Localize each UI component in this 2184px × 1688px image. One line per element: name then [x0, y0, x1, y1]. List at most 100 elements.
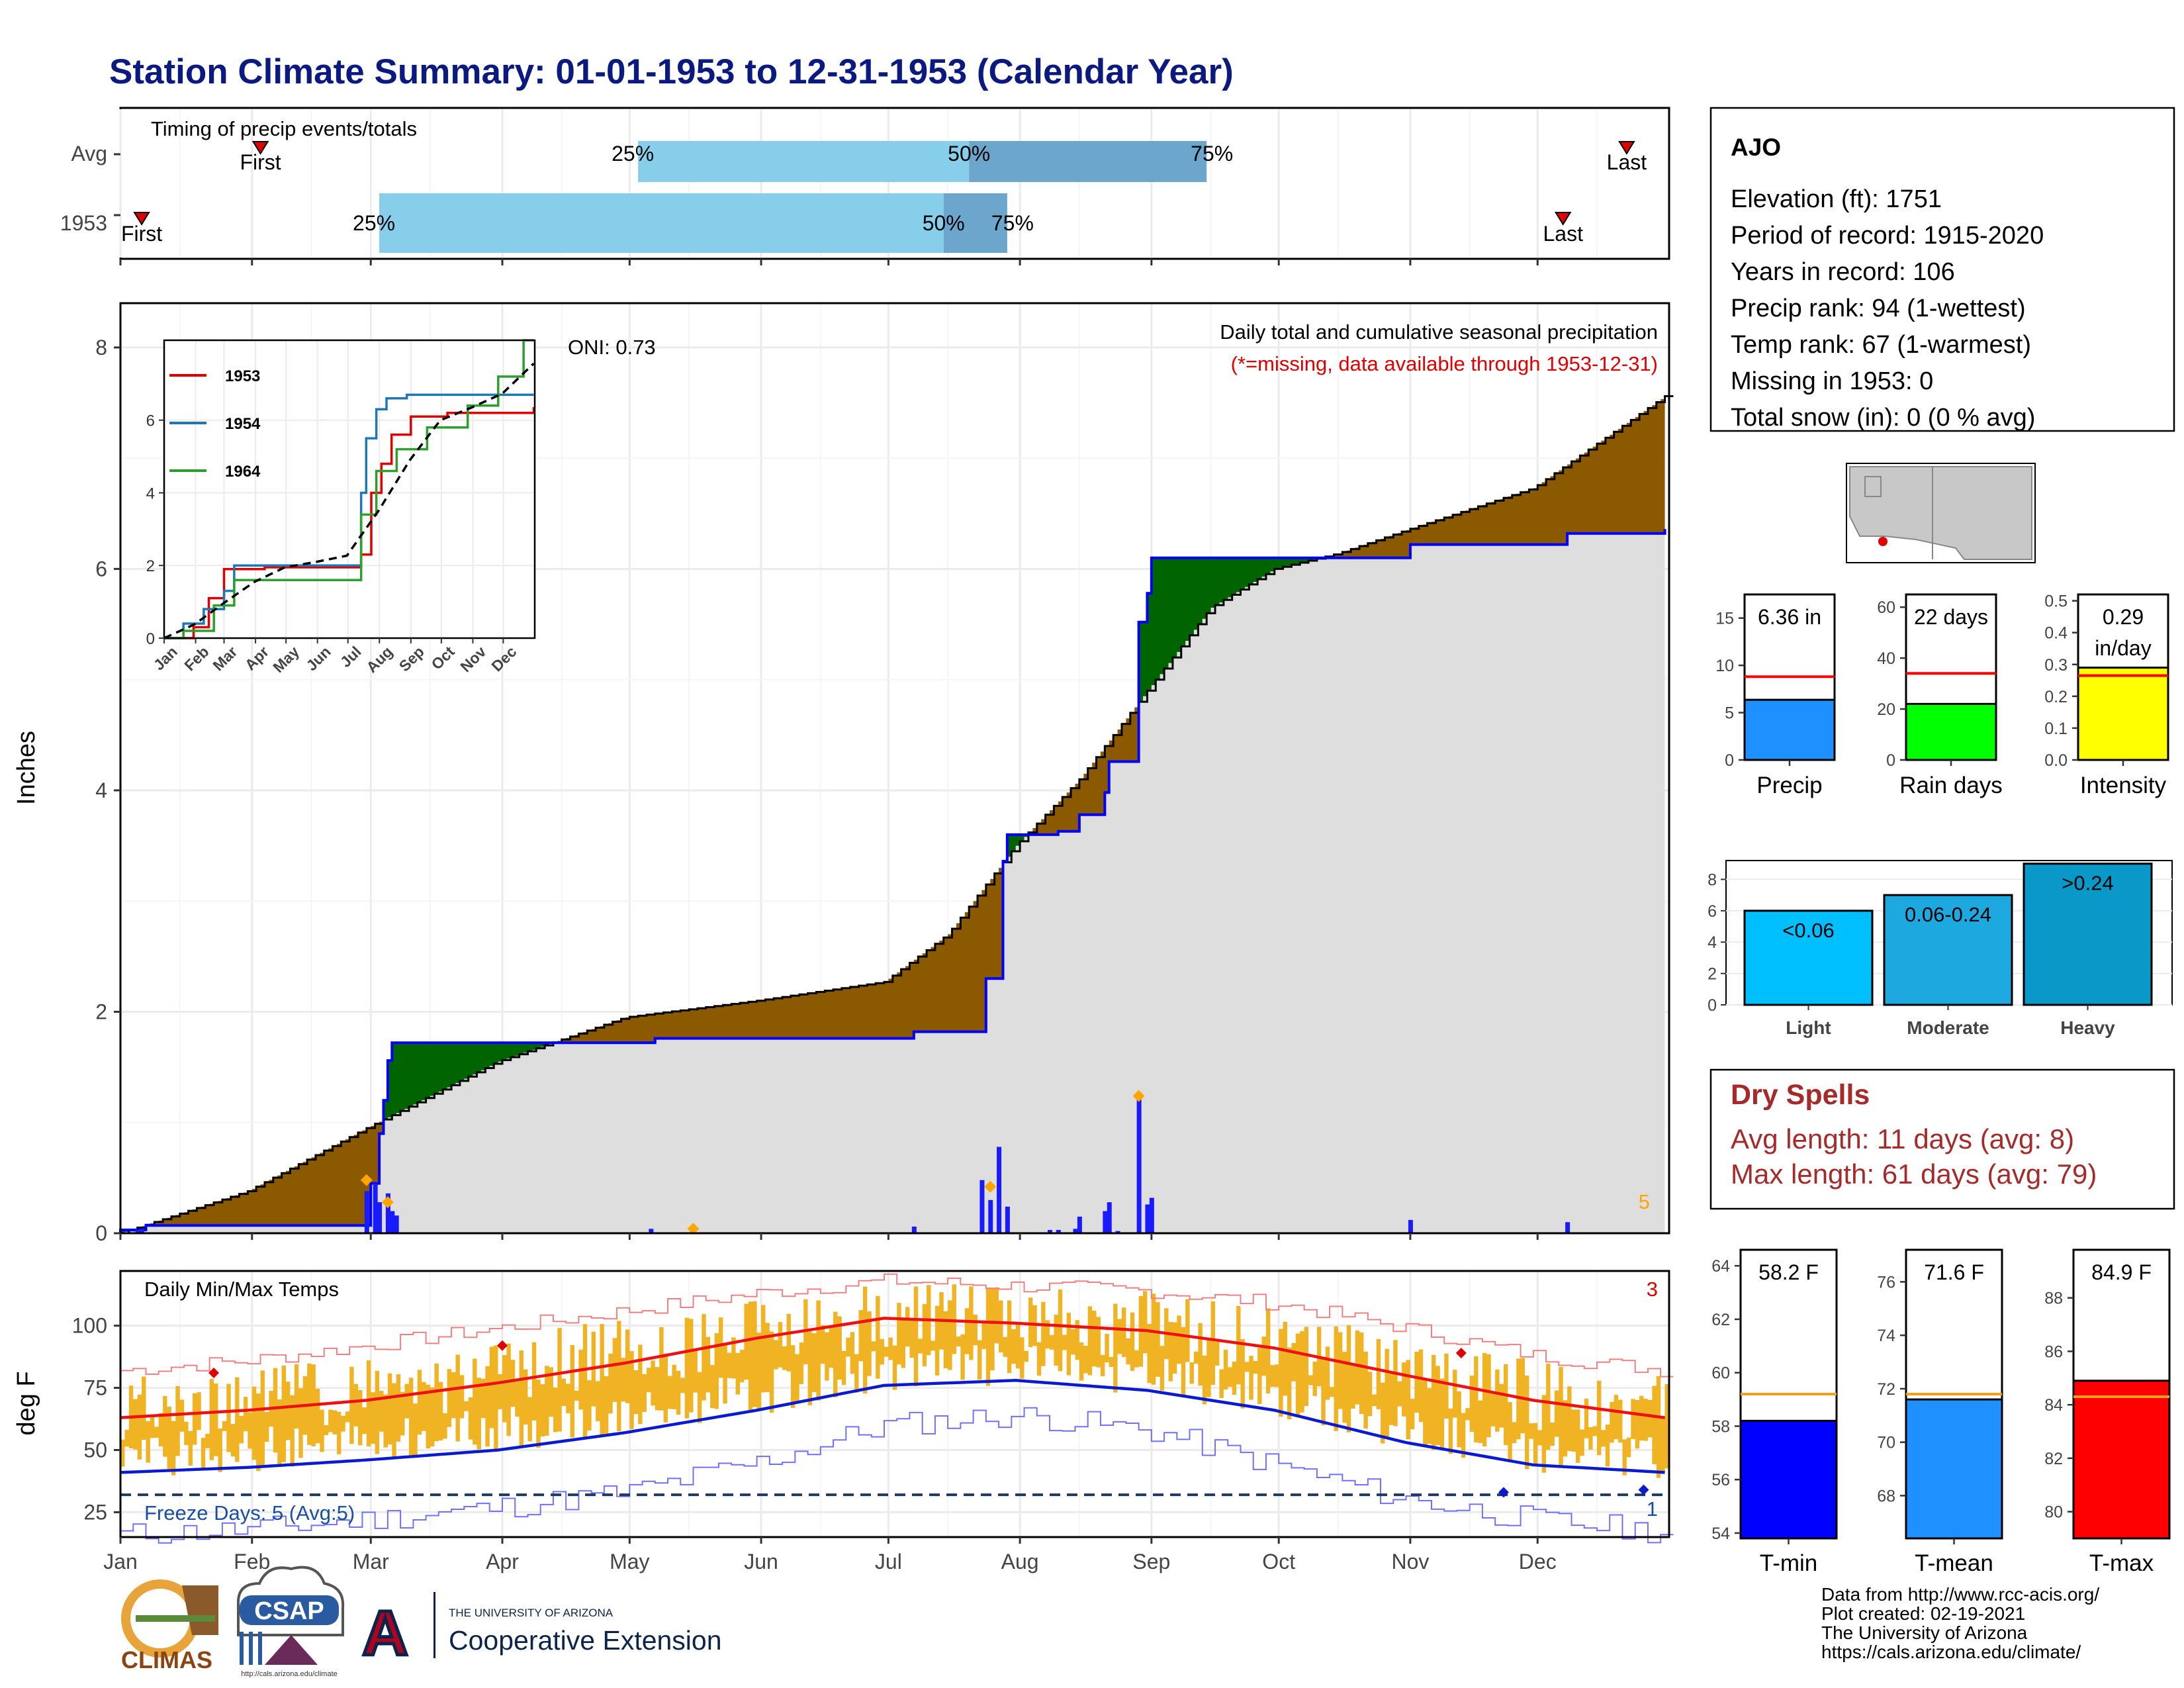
daily-precip-bar	[1073, 1229, 1078, 1233]
month-label-aug: Aug	[1001, 1550, 1039, 1573]
precip-total-y-tick-label: 15	[1715, 610, 1734, 628]
normal-cumulative-line	[120, 395, 1674, 1235]
t-max-category-label: T-max	[2089, 1550, 2154, 1576]
t-mean-category-label: T-mean	[1915, 1550, 1993, 1576]
temp-panel-label: Daily Min/Max Temps	[144, 1278, 339, 1301]
precip-total-y-tick-label: 5	[1725, 704, 1734, 723]
inset-y-tick-label: 0	[146, 630, 155, 648]
precip-events-category-heavy: Heavy	[2060, 1017, 2115, 1038]
footer-line-3: The University of Arizona	[1821, 1622, 2028, 1643]
footer-line-2: Plot created: 02-19-2021	[1821, 1603, 2025, 1624]
hot-record-count: 3	[1647, 1278, 1658, 1301]
location-map	[1846, 463, 2036, 563]
month-label-sep: Sep	[1132, 1550, 1170, 1573]
station-period: Period of record: 1915-2020	[1731, 222, 2044, 250]
timing-row-label-year: 1953	[60, 211, 107, 235]
precip-total-category-label: Precip	[1756, 773, 1822, 798]
cold-record-count: 1	[1647, 1497, 1658, 1521]
inset-lines	[163, 339, 535, 639]
t-min-y-tick-label: 62	[1711, 1311, 1730, 1329]
daily-precip-bar	[911, 1226, 917, 1233]
temp-y-tick-label: 75	[83, 1376, 107, 1400]
timing-row-label-avg: Avg	[71, 142, 107, 165]
ua-big-text: Cooperative Extension	[449, 1625, 722, 1656]
station-temp-rank: Temp rank: 67 (1-warmest)	[1731, 331, 2031, 359]
rain-days-value-label: 22 days	[1914, 605, 1988, 629]
ua-small-text: THE UNIVERSITY OF ARIZONA	[449, 1607, 614, 1619]
month-label-nov: Nov	[1391, 1550, 1429, 1573]
t-mean-bar	[1905, 1398, 2003, 1540]
daily-precip-bar	[649, 1229, 654, 1233]
daily-precip-bar	[1103, 1211, 1108, 1233]
precip-y-tick-label: 4	[95, 778, 107, 802]
record-hot-marker	[496, 1340, 508, 1351]
t-min-y-tick-label: 60	[1711, 1364, 1730, 1383]
daily-precip-bar	[390, 1211, 395, 1233]
t-mean-y-tick-label: 68	[1877, 1487, 1895, 1505]
month-label-dec: Dec	[1519, 1550, 1557, 1573]
timing-panel: 25% 50% 75% First Last 25% 50% 75% First Last Tim…	[60, 107, 1670, 265]
precip-events-bar-heavy	[2023, 863, 2153, 1006]
precip-y-tick-label: 2	[95, 1000, 107, 1023]
daily-precip-marker	[381, 1196, 394, 1209]
climas-logo: CLIMAS	[121, 1579, 218, 1673]
precip-y-tick-label: 8	[95, 336, 107, 359]
timing-pct-25: 25%	[353, 211, 395, 235]
precip-y-label: Inches	[13, 731, 40, 805]
daily-precip-bar	[1149, 1197, 1154, 1233]
intensity-category-label: Intensity	[2080, 773, 2167, 798]
rain-days-y-tick-label: 60	[1877, 598, 1895, 617]
daily-precip-bar	[364, 1191, 369, 1233]
station-info-box: AJO Elevation (ft): 1751 Period of recor…	[1709, 107, 2175, 432]
t-max-y-tick-label: 80	[2044, 1503, 2063, 1522]
inset-legend-label: 1954	[225, 415, 261, 433]
temp-y-label: deg F	[13, 1371, 40, 1435]
timing-pct-75: 75%	[1191, 142, 1233, 165]
t-mean-y-tick-label: 76	[1877, 1273, 1895, 1291]
station-missing: Missing in 1953: 0	[1731, 367, 1933, 395]
daily-precip-bar	[1145, 1204, 1150, 1233]
map-state-borders	[1864, 467, 1933, 559]
timing-bar-25-50	[379, 193, 944, 253]
station-name: AJO	[1731, 134, 1781, 161]
t-min-bar	[1739, 1419, 1838, 1540]
daily-precip-bar	[394, 1215, 399, 1233]
t-min-y-tick-label: 58	[1711, 1417, 1730, 1436]
freeze-days-label: Freeze Days: 5 (Avg:5)	[144, 1501, 355, 1524]
timing-bar-25-50	[638, 141, 970, 182]
t-min-y-tick-label: 54	[1711, 1524, 1730, 1543]
timing-pct-75: 75%	[991, 211, 1034, 235]
normal-min-line	[120, 1379, 1665, 1474]
month-label-jul: Jul	[875, 1550, 902, 1573]
precip-events-y-tick-label: 6	[1707, 902, 1717, 921]
timing-first-marker	[133, 212, 150, 226]
daily-precip-bar	[979, 1180, 985, 1233]
precip-y-tick-label: 0	[95, 1221, 107, 1245]
precip-events-y-tick-label: 8	[1707, 870, 1717, 889]
timing-last-marker	[1554, 212, 1572, 226]
page-title: Station Climate Summary: 01-01-1953 to 1…	[109, 52, 1234, 91]
precip-base-fill	[120, 529, 1665, 1233]
precip-total-bar	[1743, 698, 1836, 761]
intensity-y-tick-label: 0.5	[2044, 592, 2068, 611]
ua-logo: A THE UNIVERSITY OF ARIZONA Cooperative …	[361, 1592, 722, 1671]
t-mean-y-tick-label: 74	[1877, 1327, 1895, 1345]
map-station-marker	[1878, 537, 1888, 546]
intensity-y-tick-label: 0.2	[2044, 688, 2068, 706]
record-hot-marker	[1455, 1347, 1467, 1358]
intensity-unit-label: in/day	[2095, 636, 2151, 660]
timing-bars: 25% 50% 75% First Last 25% 50% 75% First Last	[114, 141, 1647, 265]
timing-last-label: Last	[1607, 150, 1647, 174]
precip-events-bar-label: <0.06	[1782, 919, 1834, 942]
daily-precip-bar	[1077, 1216, 1082, 1233]
daily-precip-bar	[135, 1229, 140, 1233]
precip-events-category-moderate: Moderate	[1907, 1017, 1989, 1038]
precip-events-y-tick-label: 2	[1707, 965, 1717, 984]
climas-text: CLIMAS	[121, 1646, 212, 1673]
timing-bar-50-75	[969, 141, 1207, 182]
intensity-value-label: 0.29	[2103, 605, 2144, 629]
precip-surplus-area	[120, 557, 1322, 1233]
dry-spells-avg: Avg length: 11 days (avg: 8)	[1731, 1123, 2074, 1154]
t-min-value-label: 58.2 F	[1758, 1260, 1819, 1284]
